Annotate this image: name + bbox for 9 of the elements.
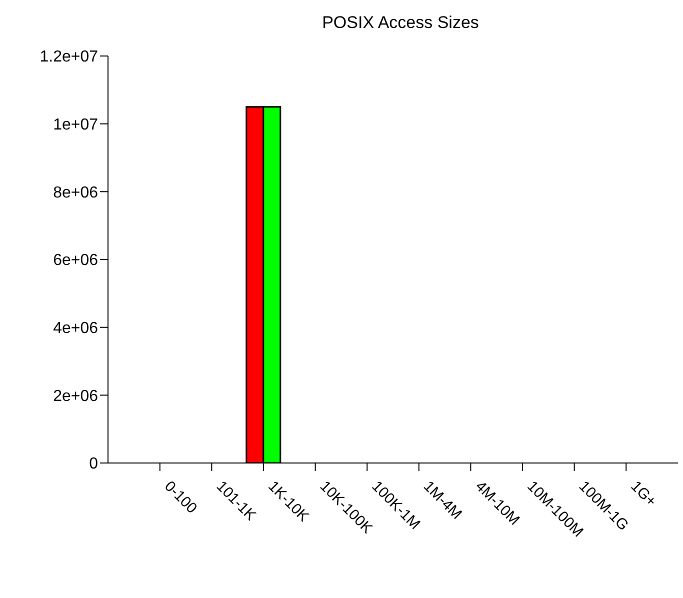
- y-tick-label: 1.2e+07: [40, 48, 98, 66]
- y-tick-label: 2e+06: [53, 388, 98, 405]
- x-tick-label: 1G+: [627, 478, 660, 510]
- y-tick-label: 1e+07: [53, 116, 98, 134]
- chart-title: POSIX Access Sizes: [321, 12, 480, 34]
- y-tick-label: 0: [89, 456, 98, 473]
- y-tick-label: 6e+06: [53, 252, 98, 270]
- y-tick-label: 4e+06: [53, 320, 98, 338]
- y-tick-label: 8e+06: [53, 184, 98, 202]
